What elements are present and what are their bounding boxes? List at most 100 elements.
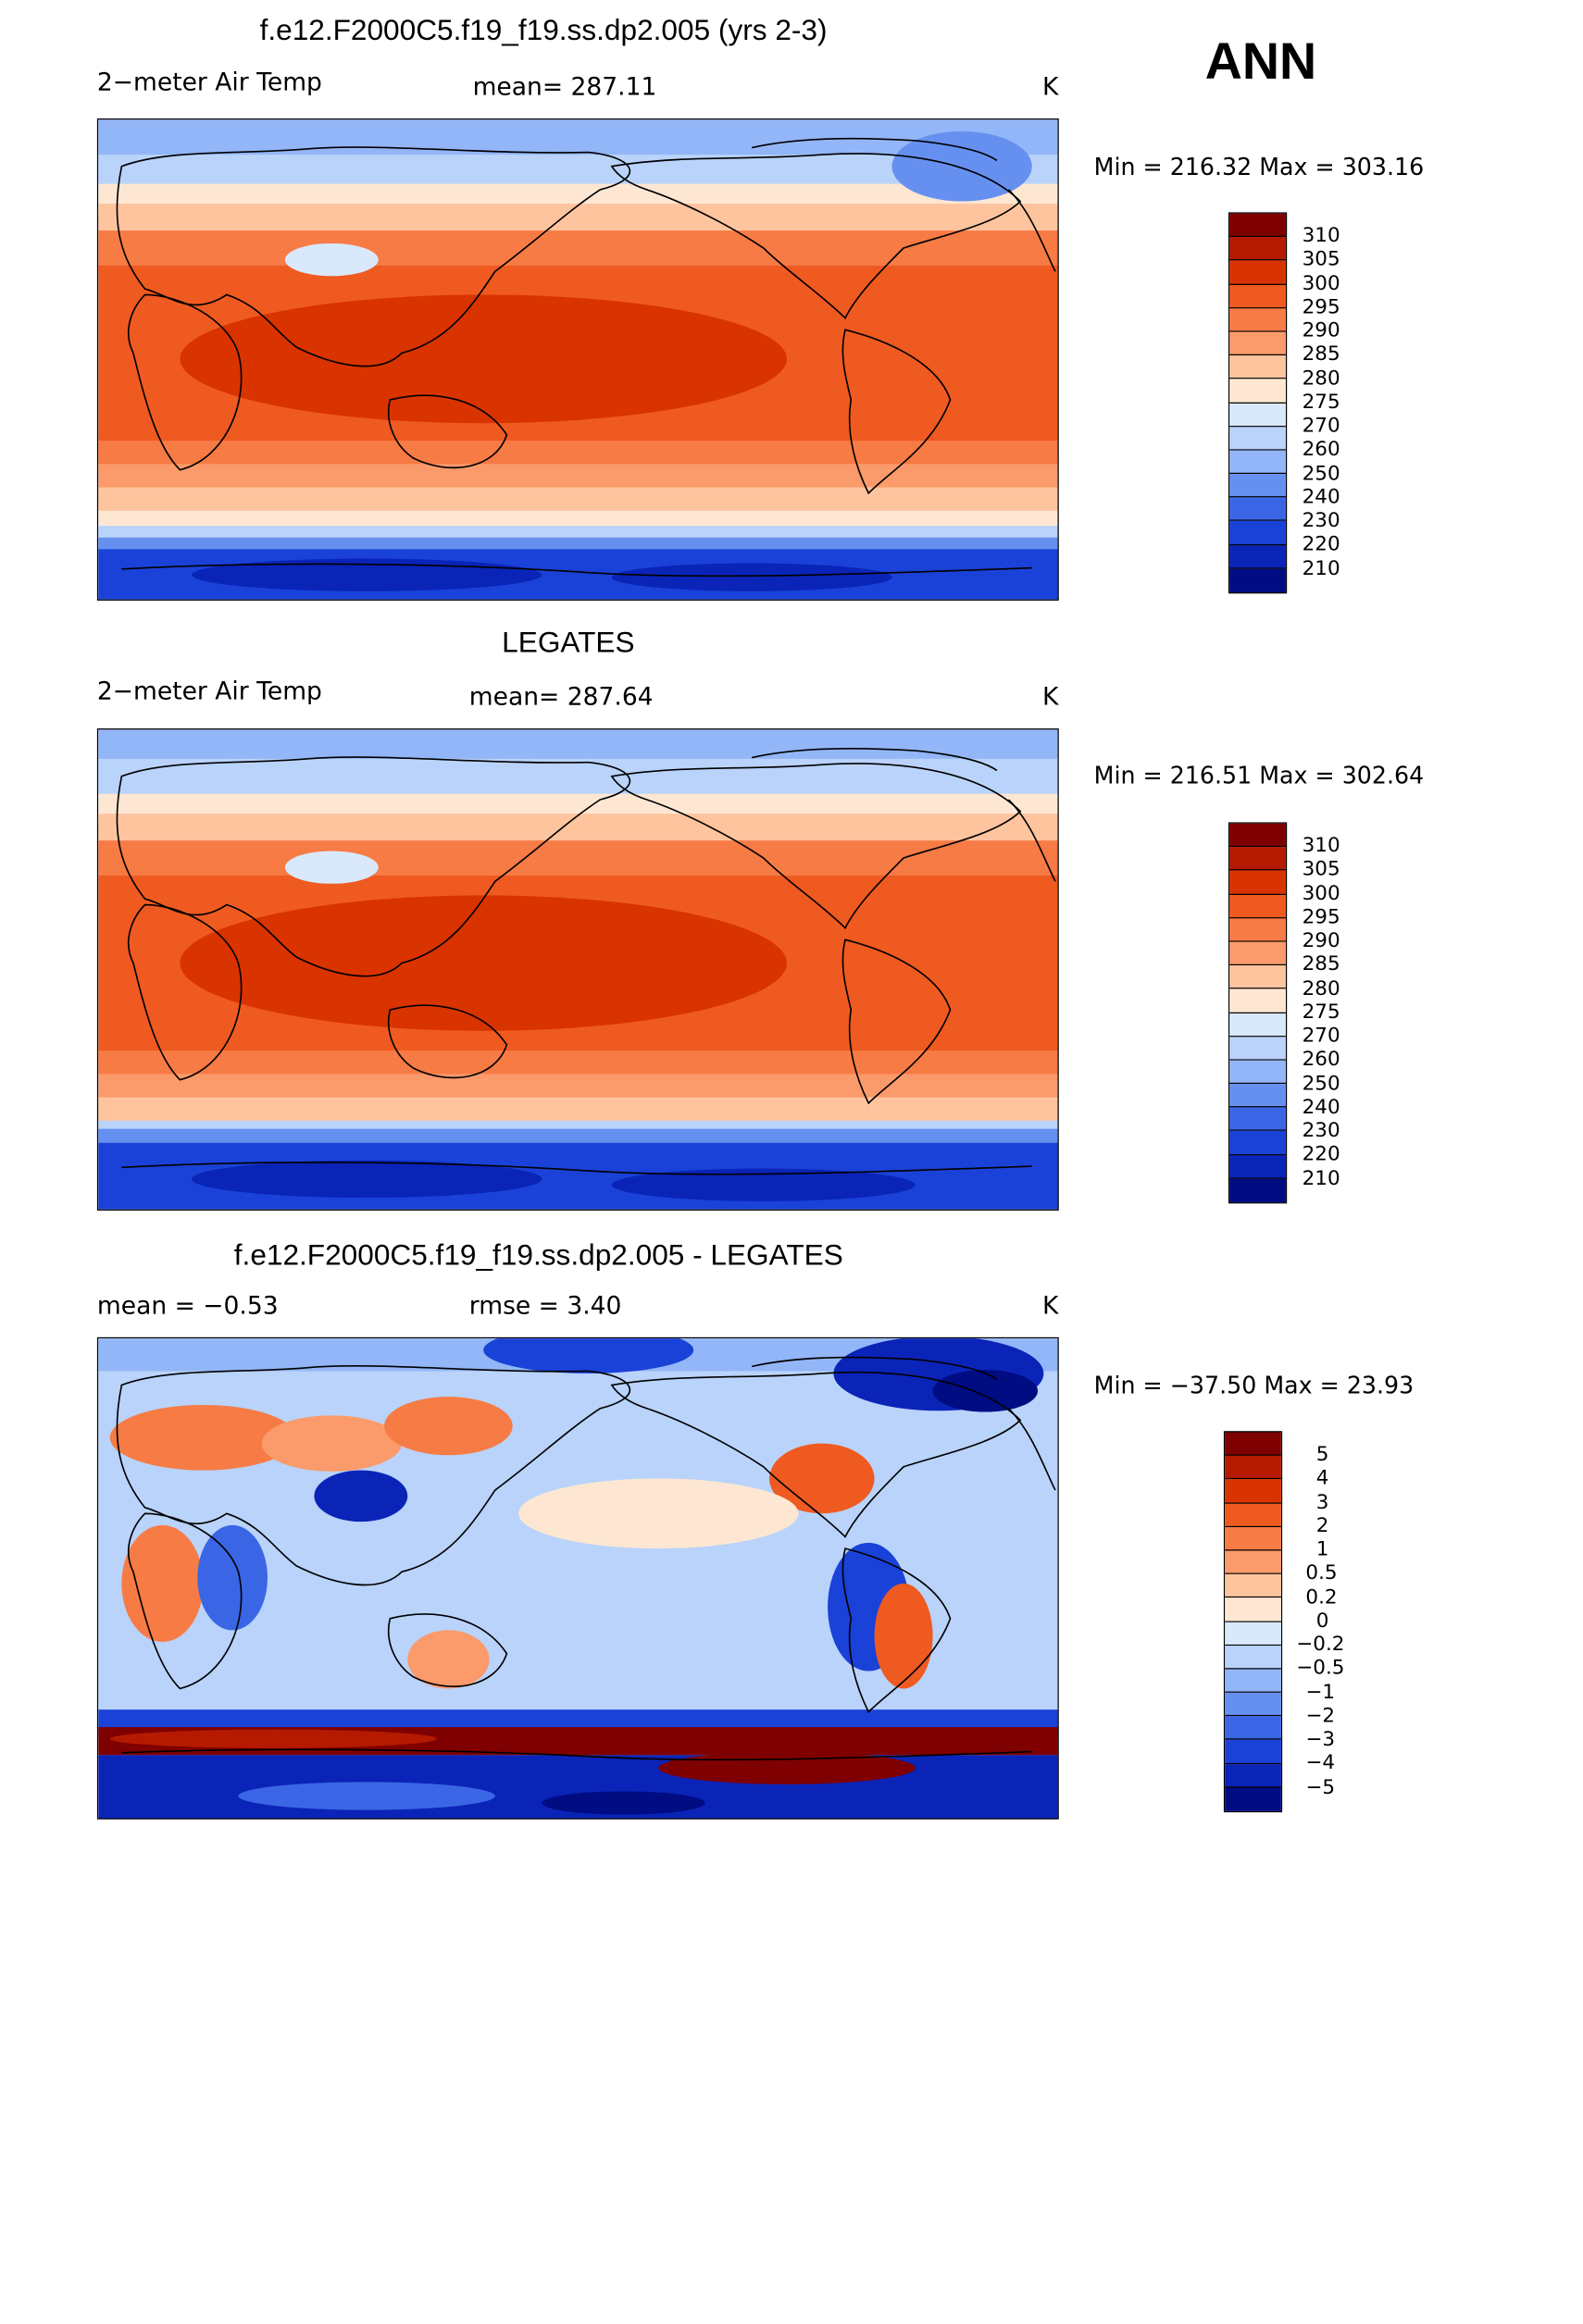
panel-1-colorbar-swatch [1229,284,1286,309]
panel-2-colorbar-swatch [1229,870,1286,895]
panel-1-colorbar-swatch [1229,568,1286,593]
panel-1-colorbar-tick: 300 [1302,272,1340,296]
panel-2-colorbar-tick: 260 [1302,1047,1340,1072]
panel-3-colorbar-tick: 0.5 [1305,1560,1338,1585]
panel-2-colorbar-swatch [1229,1154,1286,1179]
panel-1-colorbar-tick: 305 [1302,247,1340,271]
panel-1-colorbar-swatch [1229,213,1286,238]
panel-2-colorbar-tick: 250 [1302,1072,1340,1096]
panel-1-colorbar-tick: 250 [1302,462,1340,486]
panel-2-mean-label: mean= 287.64 [468,682,654,712]
panel-2-colorbar-swatch [1229,1036,1286,1061]
panel-1-colorbar-tick: 210 [1302,557,1340,581]
panel-1-colorbar-swatch [1229,521,1286,545]
panel-2-colorbar-swatch [1229,1013,1286,1037]
panel-1-colorbar-tick: 270 [1302,414,1340,438]
panel-3-mean-label: mean = −0.53 [96,1291,279,1320]
panel-2-colorbar-swatch [1229,823,1286,848]
panel-3-colorbar-swatch [1225,1763,1281,1788]
panel-2-minmax: Min = 216.51 Max = 302.64 [1093,761,1425,789]
panel-3-colorbar-swatch [1225,1597,1281,1622]
panel-1-colorbar-swatch [1229,450,1286,475]
panel-3-colorbar-tick: 4 [1315,1466,1329,1490]
panel-2-map [96,728,1059,1211]
panel-2-colorbar-swatch [1229,1107,1286,1132]
panel-1-colorbar-swatch [1229,355,1286,379]
panel-3-colorbar-swatch [1225,1456,1281,1480]
panel-2-variable-label: 2−meter Air Temp [96,677,322,705]
panel-3-colorbar-swatch [1225,1622,1281,1646]
panel-1-colorbar-swatch [1229,379,1286,404]
panel-2-colorbar-tick: 310 [1302,834,1340,858]
panel-3-colorbar-tick: 5 [1315,1442,1329,1467]
panel-3-colorbar-tick: −3 [1305,1727,1336,1752]
panel-3-colorbar-swatch [1225,1645,1281,1670]
panel-3-colorbar-swatch [1225,1716,1281,1741]
panel-1-colorbar-tick: 220 [1302,532,1340,556]
panel-1-colorbar-tick: 280 [1302,367,1340,391]
panel-1-colorbar-tick: 310 [1302,224,1340,248]
panel-1-variable-label: 2−meter Air Temp [96,68,322,96]
panel-2-colorbar-swatch [1229,1084,1286,1108]
panel-2-colorbar-tick: 290 [1302,928,1340,953]
panel-1-colorbar-tick: 230 [1302,509,1340,533]
panel-2-colorbar-swatch [1229,918,1286,942]
panel-1-colorbar-tick: 260 [1302,437,1340,462]
panel-1-colorbar-swatch [1229,308,1286,332]
panel-1-map-field [98,119,1058,600]
panel-1-colorbar-swatch [1229,260,1286,285]
panel-2-colorbar-tick: 280 [1302,976,1340,1001]
panel-2-colorbar-tick: 270 [1302,1024,1340,1048]
panel-3-colorbar-swatch [1225,1432,1281,1457]
panel-3-colorbar [1223,1431,1283,1813]
panel-3-title: f.e12.F2000C5.f19_f19.ss.dp2.005 - LEGAT… [233,1238,843,1272]
panel-2-colorbar-swatch [1229,1178,1286,1203]
panel-3-colorbar-tick: −4 [1305,1751,1336,1775]
panel-1-map [96,118,1059,601]
panel-3-colorbar-swatch [1225,1550,1281,1575]
panel-1-minmax: Min = 216.32 Max = 303.16 [1093,152,1425,181]
panel-1-colorbar-swatch [1229,403,1286,427]
season-label: ANN [1204,32,1317,91]
panel-1-colorbar-tick: 285 [1302,342,1340,367]
panel-1-units-label: K [1042,72,1059,101]
panel-1-colorbar-tick: 290 [1302,318,1340,343]
panel-2-colorbar-swatch [1229,1131,1286,1155]
panel-3-colorbar-tick: −0.5 [1296,1656,1345,1680]
panel-2-colorbar-swatch [1229,894,1286,919]
panel-1-mean-label: mean= 287.11 [472,72,657,101]
panel-1-colorbar-tick: 295 [1302,295,1340,319]
panel-3-colorbar-swatch [1225,1692,1281,1717]
panel-3-colorbar-tick: 0.2 [1305,1585,1338,1609]
panel-2-colorbar-tick: 275 [1302,1000,1340,1025]
panel-3-colorbar-swatch [1225,1574,1281,1598]
panel-2-colorbar-swatch [1229,941,1286,966]
panel-1-colorbar-swatch [1229,426,1286,451]
panel-3-colorbar-swatch [1225,1669,1281,1693]
panel-3-colorbar-swatch [1225,1479,1281,1504]
panel-2-colorbar [1228,822,1288,1204]
panel-2-colorbar-tick: 285 [1302,952,1340,976]
panel-2-map-field [98,729,1058,1210]
panel-1-colorbar-tick: 275 [1302,391,1340,415]
panel-1-colorbar-tick: 240 [1302,485,1340,510]
panel-1-colorbar-swatch [1229,497,1286,522]
panel-2-units-label: K [1042,682,1059,712]
panel-2-title: LEGATES [502,626,635,660]
panel-1-colorbar [1228,212,1288,594]
panel-3-map [96,1336,1059,1820]
panel-1-colorbar-swatch [1229,544,1286,569]
panel-3-colorbar-tick: 0 [1315,1609,1329,1634]
panel-2-colorbar-tick: 240 [1302,1095,1340,1120]
panel-2-colorbar-swatch [1229,965,1286,989]
panel-3-rmse-label: rmse = 3.40 [468,1291,622,1320]
panel-2-colorbar-tick: 230 [1302,1119,1340,1143]
panel-3-colorbar-swatch [1225,1526,1281,1551]
panel-3-colorbar-tick: 1 [1315,1537,1329,1561]
panel-3-units-label: K [1042,1291,1059,1320]
panel-3-colorbar-tick: −0.2 [1296,1633,1345,1657]
panel-1-colorbar-swatch [1229,474,1286,498]
panel-3-map-field [98,1338,1058,1819]
panel-3-colorbar-swatch [1225,1740,1281,1764]
panel-3-colorbar-tick: −5 [1305,1775,1336,1800]
